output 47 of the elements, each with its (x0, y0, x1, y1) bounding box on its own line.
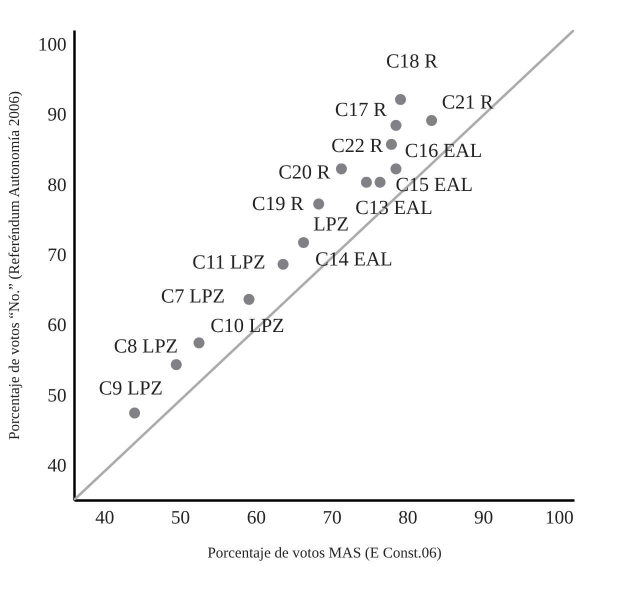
x-tick-label: 80 (398, 508, 418, 528)
y-tick-label: 100 (38, 34, 66, 56)
point (194, 337, 204, 348)
point (360, 176, 372, 188)
y-tick-label: 50 (48, 385, 66, 406)
y-tick-label: 60 (48, 315, 66, 336)
annotation: LPZ (313, 214, 349, 236)
point (298, 237, 310, 248)
point (278, 258, 289, 270)
annotation: C21 R (442, 91, 494, 114)
y-tick-label: 80 (48, 174, 66, 196)
annotation: C7 LPZ (160, 286, 225, 308)
annotation: C20 R (278, 162, 331, 184)
point (386, 138, 397, 150)
annotation: C19 R (252, 192, 304, 215)
annotation: C13 EAL (355, 196, 433, 219)
x-tick-label: 100 (545, 508, 574, 528)
x-tick-label: 40 (95, 508, 114, 528)
annotation: C10 LPZ (210, 314, 284, 337)
annotation: C17 R (334, 99, 388, 122)
annotation: C11 LPZ (192, 251, 266, 274)
y-tick-label: 90 (48, 104, 66, 126)
annotation: C15 EAL (396, 174, 473, 196)
annotation: C14 EAL (315, 248, 393, 271)
point (374, 176, 386, 188)
point (313, 198, 324, 210)
x-tick-label: 60 (246, 508, 266, 528)
x-axis-title: Porcentaje de votos MAS (E Const.06) (207, 546, 442, 562)
point (426, 115, 438, 126)
y-tick-label: 40 (48, 455, 66, 476)
annotation: C18 R (386, 50, 438, 72)
annotation: C16 EAL (404, 140, 482, 162)
point (244, 294, 254, 305)
point (336, 163, 347, 174)
point (170, 359, 182, 370)
annotation: C22 R (331, 135, 384, 158)
x-tick-label: 50 (171, 508, 190, 528)
point (390, 163, 402, 174)
x-tick-label: 70 (322, 508, 342, 528)
y-tick-label: 70 (48, 244, 66, 266)
annotation: C8 LPZ (114, 336, 178, 358)
point (129, 408, 140, 418)
point (395, 94, 406, 105)
x-tick-label: 90 (474, 508, 494, 528)
annotation: C9 LPZ (98, 377, 163, 400)
y-axis-title: Porcentaje de votos “No.” (Referéndum Autonomía 2006) (7, 91, 23, 440)
point (390, 120, 402, 131)
